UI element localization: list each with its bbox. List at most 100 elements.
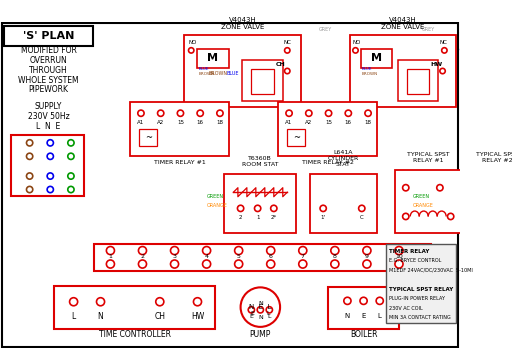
Text: TIMER RELAY #1: TIMER RELAY #1 bbox=[154, 160, 205, 165]
FancyBboxPatch shape bbox=[198, 48, 229, 68]
Circle shape bbox=[234, 260, 243, 268]
Text: 6: 6 bbox=[269, 254, 273, 260]
FancyBboxPatch shape bbox=[395, 170, 462, 233]
Text: A1: A1 bbox=[137, 120, 144, 125]
FancyBboxPatch shape bbox=[310, 174, 377, 233]
Text: MIN 3A CONTACT RATING: MIN 3A CONTACT RATING bbox=[389, 315, 451, 320]
Circle shape bbox=[285, 68, 290, 74]
Circle shape bbox=[254, 205, 261, 211]
Text: 'S' PLAN: 'S' PLAN bbox=[23, 31, 74, 41]
Circle shape bbox=[47, 173, 53, 179]
Text: 8: 8 bbox=[333, 254, 337, 260]
Circle shape bbox=[363, 260, 371, 268]
Text: 16: 16 bbox=[345, 120, 352, 125]
Text: MODIFIED FOR: MODIFIED FOR bbox=[20, 46, 76, 55]
Text: 16: 16 bbox=[197, 120, 204, 125]
Text: 18: 18 bbox=[217, 120, 223, 125]
Circle shape bbox=[353, 48, 358, 53]
Circle shape bbox=[298, 260, 307, 268]
Circle shape bbox=[440, 68, 445, 74]
FancyBboxPatch shape bbox=[407, 69, 429, 94]
Circle shape bbox=[447, 213, 454, 219]
FancyBboxPatch shape bbox=[130, 102, 229, 156]
Text: M1EDF 24VAC/DC/230VAC  5-10MI: M1EDF 24VAC/DC/230VAC 5-10MI bbox=[389, 268, 473, 273]
Circle shape bbox=[266, 307, 272, 313]
Text: BLUE: BLUE bbox=[362, 67, 372, 71]
Circle shape bbox=[271, 205, 277, 211]
Text: BLUE: BLUE bbox=[226, 71, 239, 76]
Text: C: C bbox=[360, 215, 364, 220]
FancyBboxPatch shape bbox=[350, 35, 456, 107]
Text: ORANGE: ORANGE bbox=[413, 203, 434, 208]
Circle shape bbox=[320, 205, 326, 211]
Circle shape bbox=[156, 298, 164, 306]
Circle shape bbox=[286, 110, 292, 116]
Circle shape bbox=[358, 205, 365, 211]
Text: ORANGE: ORANGE bbox=[206, 203, 227, 208]
Circle shape bbox=[138, 260, 146, 268]
Text: SUPPLY
230V 50Hz: SUPPLY 230V 50Hz bbox=[28, 102, 69, 121]
Text: NO: NO bbox=[188, 40, 197, 45]
Text: L: L bbox=[72, 313, 76, 321]
Text: 2*: 2* bbox=[271, 215, 277, 220]
Text: BLUE: BLUE bbox=[198, 67, 209, 71]
Circle shape bbox=[197, 110, 203, 116]
Circle shape bbox=[138, 110, 144, 116]
Circle shape bbox=[365, 110, 371, 116]
Text: 230V AC COIL: 230V AC COIL bbox=[389, 305, 422, 310]
Circle shape bbox=[47, 140, 53, 146]
Text: 2: 2 bbox=[239, 215, 242, 220]
FancyBboxPatch shape bbox=[94, 244, 431, 271]
Text: E: E bbox=[250, 311, 254, 316]
Text: GREEN: GREEN bbox=[206, 194, 224, 199]
Circle shape bbox=[158, 110, 164, 116]
Circle shape bbox=[376, 297, 383, 304]
Text: N  E  L: N E L bbox=[249, 304, 271, 310]
Text: GREY: GREY bbox=[422, 27, 435, 32]
Text: 9: 9 bbox=[365, 254, 369, 260]
Circle shape bbox=[345, 110, 351, 116]
Text: NO: NO bbox=[353, 40, 361, 45]
Text: NC: NC bbox=[439, 40, 447, 45]
Circle shape bbox=[331, 246, 339, 254]
Circle shape bbox=[234, 246, 243, 254]
Circle shape bbox=[402, 213, 409, 219]
FancyBboxPatch shape bbox=[328, 287, 399, 329]
Circle shape bbox=[47, 186, 53, 193]
Circle shape bbox=[106, 246, 115, 254]
Circle shape bbox=[363, 246, 371, 254]
FancyBboxPatch shape bbox=[54, 286, 216, 329]
Text: PLUG-IN POWER RELAY: PLUG-IN POWER RELAY bbox=[389, 296, 445, 301]
Text: M: M bbox=[207, 54, 218, 63]
Circle shape bbox=[170, 246, 179, 254]
Circle shape bbox=[360, 297, 367, 304]
Text: N: N bbox=[258, 301, 263, 306]
Text: E: E bbox=[249, 314, 253, 318]
Circle shape bbox=[238, 205, 244, 211]
Circle shape bbox=[326, 110, 332, 116]
Circle shape bbox=[27, 153, 33, 159]
Text: CH: CH bbox=[276, 62, 286, 67]
Circle shape bbox=[442, 48, 447, 53]
Circle shape bbox=[188, 48, 194, 53]
Text: 5: 5 bbox=[237, 254, 241, 260]
Text: PIPEWORK: PIPEWORK bbox=[29, 86, 69, 94]
Circle shape bbox=[306, 110, 312, 116]
Circle shape bbox=[177, 110, 184, 116]
Text: L: L bbox=[378, 313, 381, 319]
FancyBboxPatch shape bbox=[4, 26, 93, 46]
Circle shape bbox=[68, 153, 74, 159]
Circle shape bbox=[27, 173, 33, 179]
Text: 15: 15 bbox=[325, 120, 332, 125]
Text: 1: 1 bbox=[109, 254, 112, 260]
Text: A2: A2 bbox=[305, 120, 312, 125]
Circle shape bbox=[257, 307, 264, 313]
Circle shape bbox=[170, 260, 179, 268]
Text: CH: CH bbox=[154, 313, 165, 321]
Text: NC: NC bbox=[284, 40, 292, 45]
Text: BROWN: BROWN bbox=[208, 71, 227, 76]
Circle shape bbox=[331, 260, 339, 268]
Text: M: M bbox=[371, 54, 381, 63]
FancyBboxPatch shape bbox=[2, 23, 458, 347]
Text: PUMP: PUMP bbox=[250, 329, 271, 339]
